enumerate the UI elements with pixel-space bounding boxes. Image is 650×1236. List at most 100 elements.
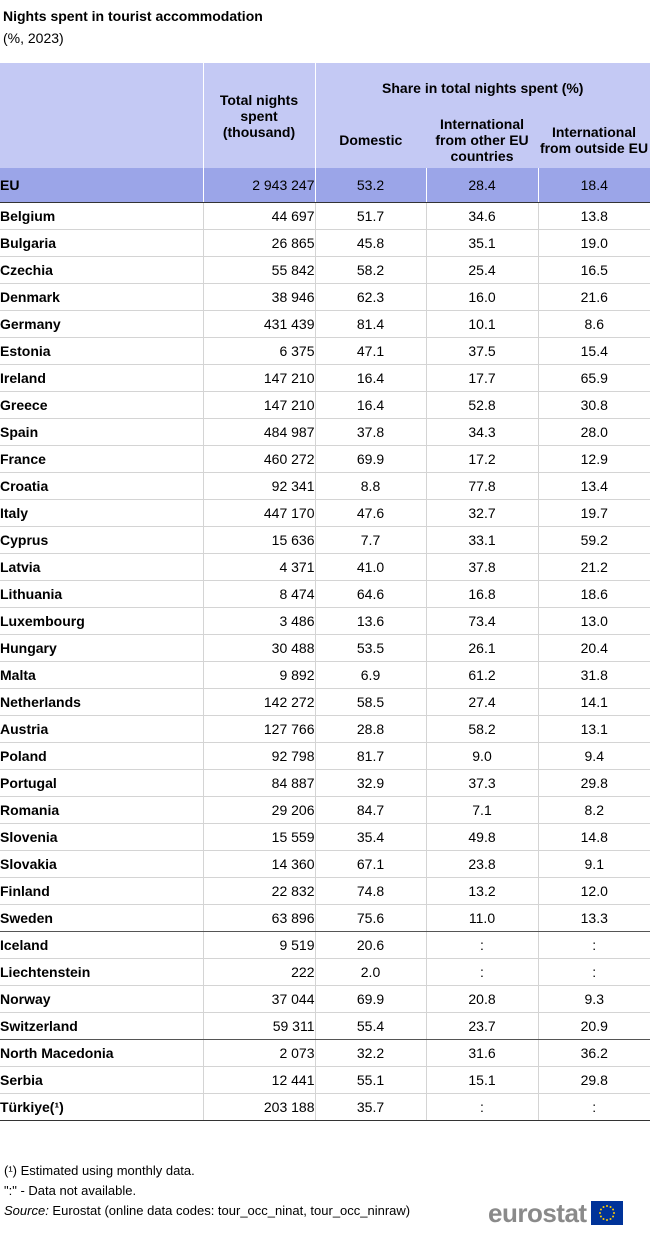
row-domestic-share: 16.4 <box>314 391 426 419</box>
row-domestic-share: 62.3 <box>314 283 426 311</box>
row-international-outside-eu-share: 19.0 <box>537 229 650 257</box>
row-domestic-share: 75.6 <box>314 904 426 932</box>
row-country-name: Romania <box>0 796 203 824</box>
table-row: Germany 431 439 81.4 10.1 8.6 <box>0 310 650 338</box>
nights-spent-table: Total nights spent (thousand) Share in t… <box>0 63 650 1121</box>
row-domestic-share: 55.1 <box>314 1066 426 1094</box>
row-international-outside-eu-share: 30.8 <box>537 391 650 419</box>
row-country-name: Italy <box>0 499 203 527</box>
row-country-name: Belgium <box>0 202 203 230</box>
row-international-eu-share: 28.4 <box>425 168 538 203</box>
row-domestic-share: 84.7 <box>314 796 426 824</box>
row-domestic-share: 16.4 <box>314 364 426 392</box>
table-row: Latvia 4 371 41.0 37.8 21.2 <box>0 553 650 581</box>
row-international-outside-eu-share: 8.6 <box>537 310 650 338</box>
row-total-nights: 38 946 <box>202 283 315 311</box>
row-country-name: Liechtenstein <box>0 958 203 986</box>
footnotes: (¹) Estimated using monthly data. ":" - … <box>4 1161 410 1221</box>
row-total-nights: 29 206 <box>202 796 315 824</box>
row-domestic-share: 35.4 <box>314 823 426 851</box>
table-row: Czechia 55 842 58.2 25.4 16.5 <box>0 256 650 284</box>
row-country-name: Czechia <box>0 256 203 284</box>
row-international-outside-eu-share: 18.6 <box>537 580 650 608</box>
row-country-name: Slovakia <box>0 850 203 878</box>
row-international-eu-share: 9.0 <box>425 742 538 770</box>
row-international-eu-share: : <box>425 958 538 986</box>
row-domestic-share: 58.5 <box>314 688 426 716</box>
row-country-name: Croatia <box>0 472 203 500</box>
table-row: Belgium 44 697 51.7 34.6 13.8 <box>0 202 650 230</box>
table-row: Italy 447 170 47.6 32.7 19.7 <box>0 499 650 527</box>
row-domestic-share: 67.1 <box>314 850 426 878</box>
row-country-name: Finland <box>0 877 203 905</box>
row-international-outside-eu-share: 16.5 <box>537 256 650 284</box>
row-domestic-share: 13.6 <box>314 607 426 635</box>
row-international-eu-share: 34.3 <box>425 418 538 446</box>
row-international-eu-share: 16.0 <box>425 283 538 311</box>
header-international-outside-eu: International from outside EU <box>538 112 650 168</box>
row-international-eu-share: 27.4 <box>425 688 538 716</box>
row-country-name: Portugal <box>0 769 203 797</box>
table-row: Croatia 92 341 8.8 77.8 13.4 <box>0 472 650 500</box>
row-domestic-share: 55.4 <box>314 1012 426 1040</box>
row-total-nights: 460 272 <box>202 445 315 473</box>
row-international-outside-eu-share: 13.1 <box>537 715 650 743</box>
row-domestic-share: 53.2 <box>314 168 426 203</box>
row-country-name: Norway <box>0 985 203 1013</box>
table-row-eu: EU 2 943 247 53.2 28.4 18.4 <box>0 168 650 203</box>
table-row: North Macedonia 2 073 32.2 31.6 36.2 <box>0 1039 650 1067</box>
table-row: Switzerland 59 311 55.4 23.7 20.9 <box>0 1012 650 1040</box>
row-total-nights: 30 488 <box>202 634 315 662</box>
row-international-eu-share: 33.1 <box>425 526 538 554</box>
row-international-eu-share: : <box>425 931 538 959</box>
row-total-nights: 8 474 <box>202 580 315 608</box>
row-total-nights: 127 766 <box>202 715 315 743</box>
row-international-eu-share: 10.1 <box>425 310 538 338</box>
row-international-outside-eu-share: 12.0 <box>537 877 650 905</box>
row-total-nights: 37 044 <box>202 985 315 1013</box>
row-international-eu-share: 7.1 <box>425 796 538 824</box>
row-international-outside-eu-share: 9.4 <box>537 742 650 770</box>
row-domestic-share: 41.0 <box>314 553 426 581</box>
table-row: Greece 147 210 16.4 52.8 30.8 <box>0 391 650 419</box>
row-domestic-share: 32.2 <box>314 1039 426 1067</box>
row-international-eu-share: 34.6 <box>425 202 538 230</box>
row-country-name: Ireland <box>0 364 203 392</box>
row-international-eu-share: 58.2 <box>425 715 538 743</box>
row-international-outside-eu-share: 9.1 <box>537 850 650 878</box>
header-share-group: Share in total nights spent (%) <box>314 63 650 112</box>
row-total-nights: 59 311 <box>202 1012 315 1040</box>
row-international-outside-eu-share: 28.0 <box>537 418 650 446</box>
row-domestic-share: 64.6 <box>314 580 426 608</box>
table-subtitle: (%, 2023) <box>3 30 64 46</box>
row-total-nights: 2 943 247 <box>202 168 315 203</box>
row-country-name: Estonia <box>0 337 203 365</box>
row-country-name: Germany <box>0 310 203 338</box>
table-row: Spain 484 987 37.8 34.3 28.0 <box>0 418 650 446</box>
row-total-nights: 26 865 <box>202 229 315 257</box>
row-domestic-share: 74.8 <box>314 877 426 905</box>
row-international-eu-share: 77.8 <box>425 472 538 500</box>
table-row: Norway 37 044 69.9 20.8 9.3 <box>0 985 650 1013</box>
row-domestic-share: 37.8 <box>314 418 426 446</box>
row-country-name: Slovenia <box>0 823 203 851</box>
table-title: Nights spent in tourist accommodation <box>3 8 263 24</box>
row-international-outside-eu-share: 8.2 <box>537 796 650 824</box>
table-row: Hungary 30 488 53.5 26.1 20.4 <box>0 634 650 662</box>
row-international-eu-share: 52.8 <box>425 391 538 419</box>
row-domestic-share: 20.6 <box>314 931 426 959</box>
source-label: Source: <box>4 1203 49 1218</box>
row-international-outside-eu-share: 20.4 <box>537 634 650 662</box>
row-international-eu-share: 17.7 <box>425 364 538 392</box>
row-domestic-share: 45.8 <box>314 229 426 257</box>
row-country-name: Netherlands <box>0 688 203 716</box>
eurostat-wordmark: eurostat <box>488 1198 587 1228</box>
row-domestic-share: 51.7 <box>314 202 426 230</box>
table-row: Türkiye(¹) 203 188 35.7:: <box>0 1093 650 1121</box>
row-international-outside-eu-share: 9.3 <box>537 985 650 1013</box>
source-text: Eurostat (online data codes: tour_occ_ni… <box>48 1203 411 1218</box>
table-row: Ireland 147 210 16.4 17.7 65.9 <box>0 364 650 392</box>
row-international-eu-share: 37.5 <box>425 337 538 365</box>
footnote-estimated: (¹) Estimated using monthly data. <box>4 1163 195 1178</box>
row-domestic-share: 53.5 <box>314 634 426 662</box>
